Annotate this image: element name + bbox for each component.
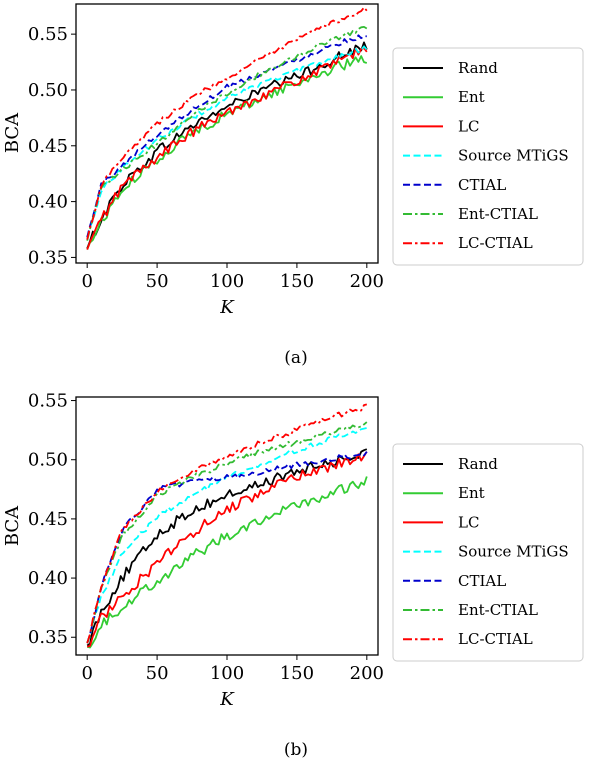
x-tick-label: 200 xyxy=(350,271,384,292)
series-lines xyxy=(86,403,368,649)
legend-entry: LC-CTIAL xyxy=(458,630,533,648)
series-line-source-mtigs xyxy=(86,45,368,238)
legend-entry: CTIAL xyxy=(458,572,506,590)
x-tick-label: 100 xyxy=(210,663,244,684)
plot-area-frame xyxy=(75,396,379,656)
legend-frame xyxy=(392,443,584,662)
legend: Rand Ent LC Source MTiGS CTIAL Ent-CTIAL LC-CT… xyxy=(392,47,584,266)
chart-panel-a: 0.350.400.450.500.55 0 50 100 150 200 BCA K … xyxy=(2,3,584,368)
series-line-lc xyxy=(86,47,368,250)
caption-a: (a) xyxy=(284,348,307,368)
legend-entry: Ent-CTIAL xyxy=(458,205,538,223)
y-tick-label: 0.35 xyxy=(28,627,68,648)
series-line-ctial xyxy=(86,451,368,644)
series-lines xyxy=(86,6,368,250)
legend-entry: LC-CTIAL xyxy=(458,234,533,252)
x-axis-label: K xyxy=(219,297,235,318)
x-tick-label: 50 xyxy=(146,271,169,292)
legend-entry: Ent xyxy=(458,484,485,502)
y-axis-ticks: 0.35 0.40 0.45 0.50 0.55 xyxy=(28,24,76,268)
x-tick-label: 50 xyxy=(146,663,169,684)
legend-entry: Rand xyxy=(458,455,498,473)
legend-entry: LC xyxy=(458,117,479,135)
x-tick-label: 150 xyxy=(280,663,314,684)
chart-panel-b: 0.350.400.450.500.55 0 50 100 150 200 BCA K … xyxy=(2,391,584,760)
series-line-ent xyxy=(86,476,368,649)
y-tick-label: 0.45 xyxy=(28,509,68,530)
y-tick-label: 0.40 xyxy=(28,192,68,213)
plot-area-frame xyxy=(75,3,379,264)
series-line-lc-ctial xyxy=(86,6,368,240)
x-axis-ticks: 0 50 100 150 200 xyxy=(81,263,384,292)
legend-frame xyxy=(392,47,584,266)
y-tick-label: 0.35 xyxy=(28,247,68,268)
x-tick-label: 150 xyxy=(280,271,314,292)
x-tick-label: 100 xyxy=(210,271,244,292)
x-axis-label: K xyxy=(219,689,235,710)
y-axis-ticks: 0.35 0.40 0.45 0.50 0.55 xyxy=(28,391,76,648)
x-tick-label: 0 xyxy=(81,663,92,684)
series-line-lc xyxy=(86,451,368,648)
y-tick-label: 0.50 xyxy=(28,80,68,101)
series-line-ctial xyxy=(86,34,367,238)
y-tick-label: 0.45 xyxy=(28,136,68,157)
series-line-ent-ctial xyxy=(86,421,368,644)
legend: Rand Ent LC Source MTiGS CTIAL Ent-CTIAL LC-CT… xyxy=(392,443,584,662)
x-tick-label: 200 xyxy=(350,663,384,684)
legend-entry: Ent-CTIAL xyxy=(458,601,538,619)
x-tick-label: 0 xyxy=(81,271,92,292)
legend-entry: Source MTiGS xyxy=(458,543,569,561)
legend-entry: LC xyxy=(458,513,479,531)
y-tick-label: 0.40 xyxy=(28,568,68,589)
legend-entry: CTIAL xyxy=(458,176,506,194)
y-tick-label: 0.50 xyxy=(28,450,68,471)
y-axis-label: BCA xyxy=(2,505,23,546)
legend-entry: Ent xyxy=(458,88,485,106)
y-tick-label: 0.55 xyxy=(28,391,68,412)
y-axis-label: BCA xyxy=(2,112,23,153)
x-axis-ticks: 0 50 100 150 200 xyxy=(81,655,384,684)
series-line-ent-ctial xyxy=(86,25,368,241)
y-tick-label: 0.55 xyxy=(28,24,68,45)
legend-entry: Source MTiGS xyxy=(458,147,569,165)
caption-b: (b) xyxy=(284,740,308,760)
legend-entry: Rand xyxy=(458,59,498,77)
series-line-ent xyxy=(86,55,368,250)
